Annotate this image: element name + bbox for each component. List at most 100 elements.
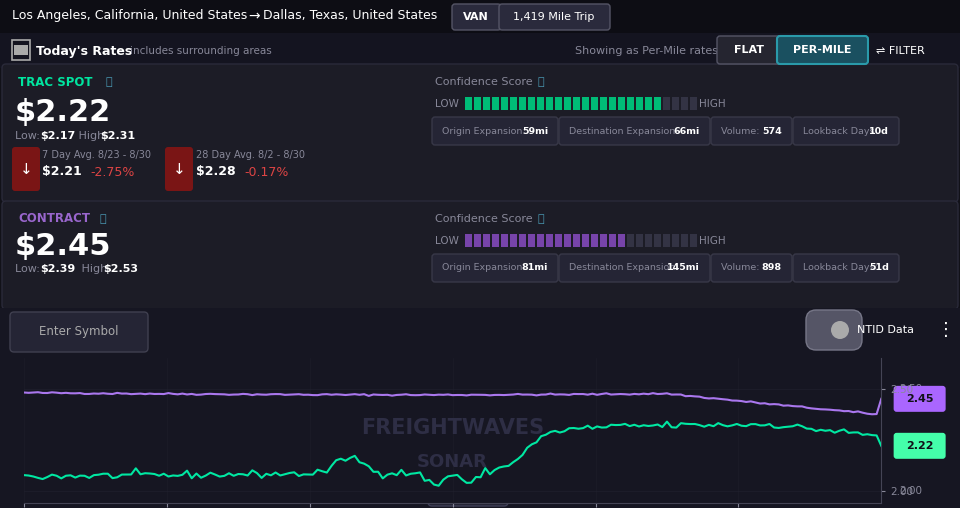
Text: PER-MILE: PER-MILE (793, 45, 852, 55)
Bar (546, 97, 553, 110)
Text: 2.22: 2.22 (906, 441, 933, 451)
Bar (573, 234, 580, 247)
FancyBboxPatch shape (793, 254, 899, 282)
Text: Enter Symbol: Enter Symbol (39, 326, 119, 338)
Text: High: High (78, 264, 110, 274)
Bar (627, 97, 634, 110)
Bar (681, 234, 688, 247)
Bar (672, 234, 679, 247)
Bar (672, 97, 679, 110)
Text: ↓: ↓ (173, 162, 185, 176)
Text: $2.17: $2.17 (40, 131, 75, 141)
Text: Confidence Score: Confidence Score (435, 214, 533, 224)
Text: ⇌ FILTER: ⇌ FILTER (876, 46, 924, 56)
Bar (537, 97, 544, 110)
Text: 81mi: 81mi (521, 264, 548, 272)
Text: ⋮: ⋮ (937, 321, 955, 339)
Bar (591, 97, 598, 110)
Text: Origin Expansion:: Origin Expansion: (442, 264, 529, 272)
Text: $2.21: $2.21 (42, 166, 82, 178)
Text: 51d: 51d (869, 264, 889, 272)
Text: Low:: Low: (15, 264, 43, 274)
Text: −: − (447, 482, 461, 496)
Text: High: High (75, 131, 108, 141)
Bar (663, 97, 670, 110)
Text: $2.22: $2.22 (15, 98, 111, 126)
FancyBboxPatch shape (717, 36, 781, 64)
Text: 59mi: 59mi (522, 126, 548, 136)
Bar (483, 97, 490, 110)
Bar (537, 234, 544, 247)
Text: ⓘ: ⓘ (105, 77, 111, 87)
Text: FLAT: FLAT (734, 45, 764, 55)
Bar (645, 234, 652, 247)
Bar (600, 97, 607, 110)
Text: 2.45: 2.45 (906, 394, 933, 404)
Text: ⓘ: ⓘ (537, 77, 543, 87)
FancyBboxPatch shape (499, 4, 610, 30)
Bar (681, 97, 688, 110)
Bar (564, 97, 571, 110)
FancyBboxPatch shape (559, 117, 710, 145)
Text: ⓘ: ⓘ (537, 214, 543, 224)
Bar (0, 308, 960, 508)
Bar (492, 97, 499, 110)
Text: Origin Expansion:: Origin Expansion: (442, 126, 529, 136)
Bar (627, 234, 634, 247)
FancyBboxPatch shape (428, 472, 508, 506)
Bar (519, 234, 526, 247)
Text: →: → (248, 9, 259, 23)
FancyBboxPatch shape (559, 254, 710, 282)
Bar (0, 0, 960, 33)
Text: Volume:: Volume: (721, 126, 762, 136)
Bar (510, 97, 517, 110)
Text: 2.00: 2.00 (900, 486, 923, 496)
FancyBboxPatch shape (894, 386, 946, 412)
Bar (591, 234, 598, 247)
Bar (483, 234, 490, 247)
Text: 574: 574 (762, 126, 782, 136)
FancyBboxPatch shape (12, 147, 40, 191)
Text: 7 Day Avg. 8/23 - 8/30: 7 Day Avg. 8/23 - 8/30 (42, 150, 151, 160)
Text: HIGH: HIGH (699, 99, 726, 109)
Text: $2.45: $2.45 (15, 233, 111, 262)
FancyBboxPatch shape (432, 117, 558, 145)
Bar (609, 234, 616, 247)
Text: Lookback Days:: Lookback Days: (803, 264, 880, 272)
Bar (654, 234, 661, 247)
Text: LOW: LOW (435, 99, 459, 109)
Text: Volume:: Volume: (721, 264, 762, 272)
Bar (0, 33, 960, 68)
Text: 66mi: 66mi (674, 126, 700, 136)
Bar (14, 45, 28, 55)
Bar (555, 234, 562, 247)
Bar (528, 234, 535, 247)
Text: Lookback Days:: Lookback Days: (803, 126, 880, 136)
FancyBboxPatch shape (711, 117, 792, 145)
Text: +: + (480, 482, 492, 496)
Text: Destination Expansion:: Destination Expansion: (569, 264, 682, 272)
FancyBboxPatch shape (777, 36, 868, 64)
FancyBboxPatch shape (806, 310, 862, 350)
FancyBboxPatch shape (2, 64, 958, 202)
Bar (690, 97, 697, 110)
Text: ⓘ: ⓘ (100, 214, 107, 224)
Bar (555, 97, 562, 110)
Bar (474, 234, 481, 247)
Bar (546, 234, 553, 247)
Bar (474, 97, 481, 110)
Bar (573, 97, 580, 110)
Text: Los Angeles, California, United States: Los Angeles, California, United States (12, 10, 248, 22)
Text: includes surrounding areas: includes surrounding areas (130, 46, 272, 56)
Text: Confidence Score: Confidence Score (435, 77, 533, 87)
Bar (582, 234, 589, 247)
FancyBboxPatch shape (793, 117, 899, 145)
Bar (690, 234, 697, 247)
Text: SONAR: SONAR (418, 454, 488, 471)
Text: Low:: Low: (15, 131, 43, 141)
Text: -2.75%: -2.75% (90, 166, 134, 178)
FancyBboxPatch shape (165, 147, 193, 191)
Bar (600, 234, 607, 247)
Bar (618, 97, 625, 110)
Text: Today's Rates: Today's Rates (36, 45, 132, 57)
